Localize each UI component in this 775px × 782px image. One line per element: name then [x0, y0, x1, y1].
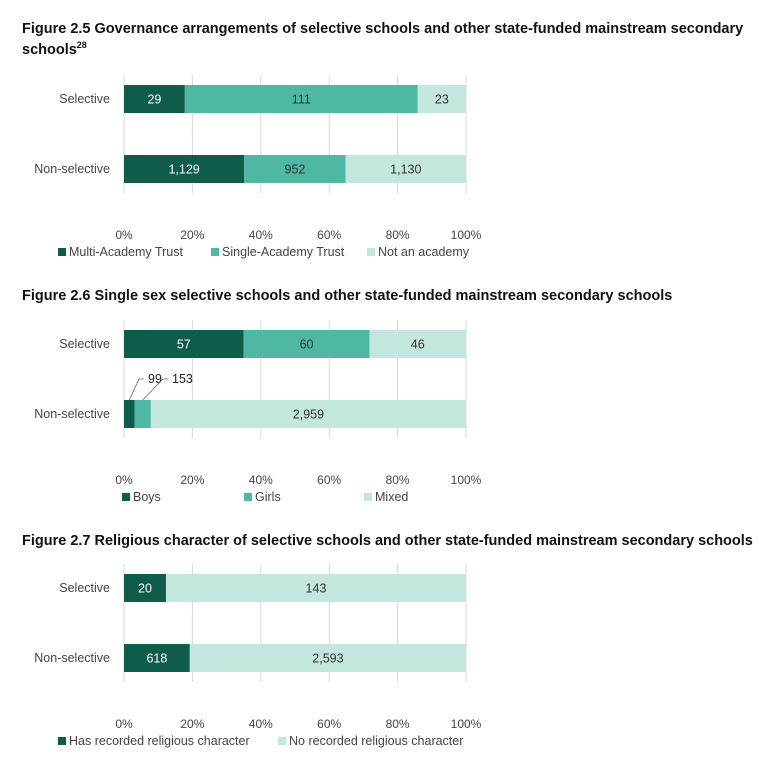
x-tick-label: 20%	[180, 717, 204, 731]
category-label: Selective	[59, 337, 110, 351]
data-label: 2,959	[293, 408, 324, 422]
bar-segment	[124, 155, 245, 183]
x-tick-label: 100%	[451, 473, 482, 487]
x-tick-label: 100%	[451, 228, 482, 242]
x-tick-label: 40%	[249, 717, 273, 731]
figure-title-text: Figure 2.7 Religious character of select…	[22, 533, 753, 549]
legend-label: Multi-Academy Trust	[69, 245, 183, 259]
figure-title-text: Figure 2.6 Single sex selective schools …	[22, 288, 673, 304]
legend-swatch	[58, 737, 66, 745]
figure-2-5-chart: 0% 20% 40% 60% 80% 100% Selective 29 111 23 Non-se…	[34, 75, 482, 259]
bar-segment	[244, 155, 346, 183]
data-label: 20	[138, 582, 152, 596]
x-tick-label: 80%	[386, 473, 410, 487]
x-tick-label: 0%	[115, 473, 133, 487]
category-label: Non-selective	[34, 651, 110, 665]
bar-segment	[124, 400, 135, 428]
legend-label: Girls	[255, 490, 281, 504]
data-label: 153	[172, 372, 193, 386]
data-label: 1,129	[168, 163, 199, 177]
callout-line	[128, 378, 144, 401]
data-label: 2,593	[312, 652, 343, 666]
legend-label: No recorded religious character	[289, 734, 463, 748]
x-tick-label: 40%	[249, 228, 273, 242]
figure-title-text: Figure 2.5 Governance arrangements of se…	[22, 21, 744, 58]
legend-label: Boys	[133, 490, 161, 504]
callout-line	[142, 378, 168, 401]
legend-swatch	[244, 493, 252, 501]
x-tick-label: 20%	[180, 228, 204, 242]
x-tick-label: 20%	[180, 473, 204, 487]
bar-segment	[150, 400, 466, 428]
x-tick-label: 0%	[115, 717, 133, 731]
bar-segment	[345, 155, 466, 183]
legend-label: Single-Academy Trust	[222, 245, 345, 259]
bar-segment	[417, 85, 466, 113]
legend-swatch	[278, 737, 286, 745]
x-tick-label: 100%	[451, 717, 482, 731]
category-label: Non-selective	[34, 162, 110, 176]
legend-label: Mixed	[375, 490, 408, 504]
figure-2-5-title: Figure 2.5 Governance arrangements of se…	[22, 19, 757, 61]
bar-segment	[243, 330, 370, 358]
data-label: 60	[300, 338, 314, 352]
bar-segment	[134, 400, 151, 428]
category-label: Non-selective	[34, 407, 110, 421]
x-tick-label: 80%	[386, 717, 410, 731]
bar-segment	[189, 644, 466, 672]
legend-swatch	[58, 248, 66, 256]
figure-2-7-title: Figure 2.7 Religious character of select…	[22, 531, 757, 552]
legend-label: Has recorded religious character	[69, 734, 250, 748]
data-label: 29	[147, 93, 161, 107]
legend-swatch	[211, 248, 219, 256]
data-label: 952	[285, 163, 306, 177]
data-label: 99	[148, 372, 162, 386]
data-label: 111	[292, 93, 311, 107]
x-tick-label: 60%	[317, 473, 341, 487]
category-label: Selective	[59, 92, 110, 106]
bar-segment	[165, 574, 466, 602]
figure-2-7-chart: 0% 20% 40% 60% 80% 100% Selective 20 143 Non-sele…	[34, 564, 482, 748]
x-tick-label: 0%	[115, 228, 133, 242]
legend-swatch	[364, 493, 372, 501]
bar-segment	[124, 644, 190, 672]
bar-segment	[124, 330, 244, 358]
data-label: 57	[177, 338, 191, 352]
x-tick-label: 60%	[317, 717, 341, 731]
data-label: 618	[146, 652, 167, 666]
bar-segment	[124, 85, 185, 113]
data-label: 1,130	[390, 163, 421, 177]
legend-label: Not an academy	[378, 245, 470, 259]
footnote-marker: 28	[76, 40, 87, 51]
data-label: 143	[306, 582, 327, 596]
bar-segment	[124, 574, 166, 602]
data-label: 23	[435, 93, 449, 107]
figure-2-6-title: Figure 2.6 Single sex selective schools …	[22, 286, 757, 307]
data-label: 46	[411, 338, 425, 352]
x-tick-label: 80%	[386, 228, 410, 242]
bar-segment	[184, 85, 418, 113]
category-label: Selective	[59, 581, 110, 595]
x-tick-label: 40%	[249, 473, 273, 487]
bar-segment	[369, 330, 466, 358]
legend-swatch	[122, 493, 130, 501]
x-tick-label: 60%	[317, 228, 341, 242]
figure-2-6-chart: 0% 20% 40% 60% 80% 100% Selective 57 60 46 Non-sel…	[34, 320, 482, 504]
legend-swatch	[367, 248, 375, 256]
